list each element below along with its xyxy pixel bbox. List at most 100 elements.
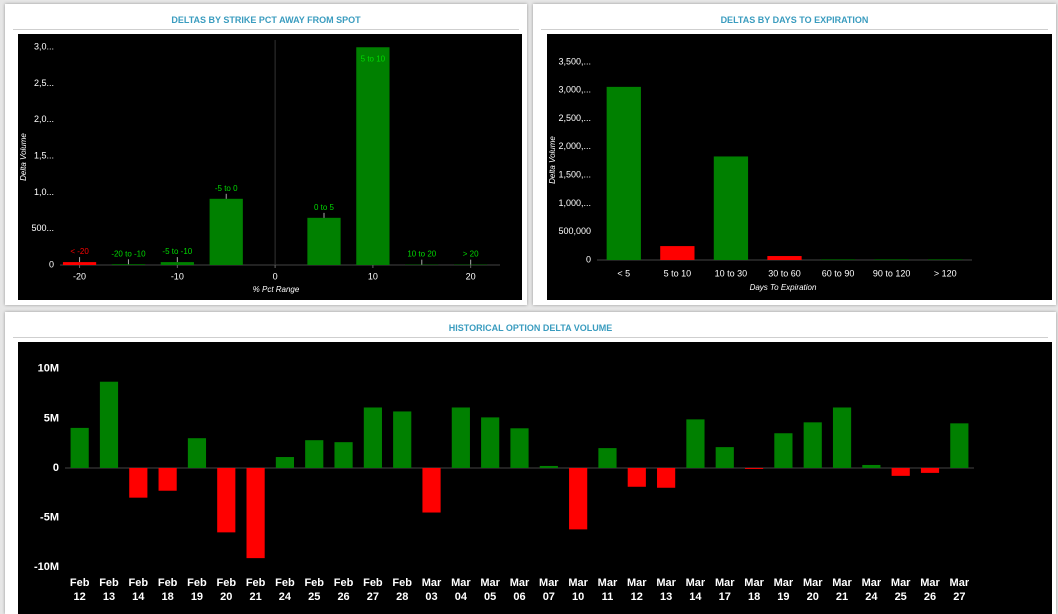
bar <box>393 411 412 468</box>
bar <box>334 442 353 468</box>
x-tick-label: Feb 18 <box>157 577 178 603</box>
y-tick-label: 500,000 <box>558 226 591 236</box>
bar <box>160 262 194 265</box>
bar <box>686 419 705 468</box>
bar-label: 0 to 5 <box>314 203 335 212</box>
y-tick-label: 3,000,... <box>558 85 591 95</box>
bar <box>451 407 470 468</box>
bar <box>363 407 382 468</box>
y-axis-label: Delta Volume <box>548 136 557 184</box>
bar <box>803 422 822 468</box>
x-tick-label: Mar 25 <box>890 577 911 603</box>
x-tick-label: Mar 17 <box>714 577 735 603</box>
bar <box>246 467 265 559</box>
y-axis-label: Delta Volume <box>19 133 28 181</box>
x-tick-label: Mar 26 <box>920 577 940 603</box>
bar <box>820 259 856 260</box>
y-tick-label: 500... <box>31 223 54 233</box>
x-tick-label: 20 <box>466 271 476 281</box>
bar <box>891 467 910 476</box>
y-tick-label: 1,000,... <box>558 198 591 208</box>
bar <box>111 264 146 265</box>
x-tick-label: 90 to 120 <box>873 268 911 278</box>
x-tick-label: Feb 25 <box>304 577 325 603</box>
x-tick-label: > 120 <box>934 268 957 278</box>
x-tick-label: Mar 12 <box>627 577 647 603</box>
x-tick-label: Mar 24 <box>861 577 882 603</box>
bar <box>920 467 940 473</box>
bar <box>307 217 341 265</box>
x-tick-label: -10 <box>171 271 184 281</box>
bar <box>569 467 588 530</box>
x-axis-label: % Pct Range <box>253 285 300 294</box>
bar <box>217 467 236 533</box>
y-tick-label: 0 <box>49 259 54 269</box>
y-tick-label: 2,500,... <box>558 113 591 123</box>
x-tick-label: Mar 10 <box>568 577 588 603</box>
x-tick-label: Feb 21 <box>245 577 266 603</box>
bar <box>606 86 641 260</box>
bar <box>187 438 207 468</box>
x-tick-label: 5 to 10 <box>664 268 692 278</box>
bar <box>928 259 963 260</box>
bar <box>158 467 177 491</box>
bar <box>62 262 97 265</box>
x-tick-label: Mar 14 <box>685 577 706 603</box>
x-tick-label: Mar 04 <box>451 577 471 603</box>
x-tick-label: Mar 13 <box>656 577 676 603</box>
x-tick-label: 10 <box>368 271 378 281</box>
x-tick-label: 0 <box>273 271 278 281</box>
bar <box>539 465 558 468</box>
bar <box>209 198 243 265</box>
y-tick-label: -10M <box>34 561 59 573</box>
x-tick-label: Feb 26 <box>333 577 354 603</box>
y-tick-label: 1,5... <box>34 151 54 161</box>
y-tick-label: 0 <box>53 462 59 474</box>
y-tick-label: -5M <box>40 511 59 523</box>
bar <box>660 246 695 260</box>
x-tick-label: 10 to 30 <box>715 268 748 278</box>
chart-svg: 0 500,000 1,000,... 1,500,... 2,000,... 2,500… <box>548 56 972 292</box>
y-tick-label: 2,5... <box>34 78 54 88</box>
bar <box>422 467 441 513</box>
bar-label: > 20 <box>463 250 479 259</box>
x-tick-label: Mar 20 <box>802 577 823 603</box>
panel-title: HISTORICAL OPTION DELTA VOLUME <box>13 320 1048 338</box>
bar <box>767 256 802 260</box>
bar-label: < -20 <box>70 247 89 256</box>
x-tick-label: 30 to 60 <box>768 268 801 278</box>
bar-label: 10 to 20 <box>407 250 436 259</box>
bar-label: -20 to -10 <box>111 249 146 258</box>
x-tick-label: Mar 03 <box>421 577 442 603</box>
x-tick-label: Feb 12 <box>69 577 90 603</box>
bar <box>481 417 500 468</box>
bar <box>99 381 119 468</box>
bar <box>510 428 529 468</box>
chart-svg: -10M -5M 0 5M 10M <box>34 363 974 573</box>
bar <box>305 440 324 468</box>
y-tick-label: 0 <box>586 254 591 264</box>
x-tick-label: Mar 27 <box>949 577 970 603</box>
bar <box>70 427 89 468</box>
bar <box>598 448 617 468</box>
chart-svg: 0 500... 1,0... 1,5... 2,0... 2,5... 3,0... Del… <box>19 40 500 294</box>
x-tick-label: 60 to 90 <box>822 268 855 278</box>
chart: -10M -5M 0 5M 10M Feb 12 Feb 13 Feb 14 Feb 18 Fe… <box>18 342 1052 614</box>
bar <box>950 423 969 468</box>
bar <box>275 457 295 468</box>
x-tick-label: Feb 24 <box>275 577 295 603</box>
x-tick-label: Feb 13 <box>99 577 119 603</box>
bar <box>715 447 734 468</box>
y-tick-label: 3,0... <box>34 42 54 52</box>
bar <box>832 407 852 468</box>
bar <box>356 47 390 266</box>
y-tick-label: 2,0... <box>34 114 54 124</box>
panel-title: DELTAS BY STRIKE PCT AWAY FROM SPOT <box>13 12 519 30</box>
bar-label: -5 to -10 <box>162 247 192 256</box>
x-tick-label: Mar 07 <box>539 577 559 603</box>
y-tick-label: 10M <box>38 363 59 375</box>
x-tick-label: Mar 05 <box>480 577 500 603</box>
x-tick-label: < 5 <box>617 268 630 278</box>
chart: 0 500... 1,0... 1,5... 2,0... 2,5... 3,0... Del… <box>18 34 522 300</box>
